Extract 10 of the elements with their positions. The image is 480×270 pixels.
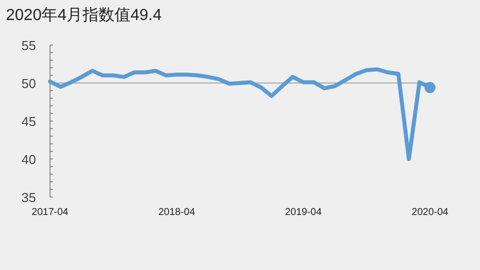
y-tick-label: 50 <box>22 76 36 91</box>
x-tick-label: 2020-04 <box>412 207 449 218</box>
x-tick-label: 2019-04 <box>284 207 322 218</box>
x-tick-label: 2017-04 <box>32 207 69 218</box>
x-tick-label: 2018-04 <box>158 207 196 218</box>
chart-title: 2020年4月指数值49.4 <box>6 6 162 24</box>
y-tick-label: 40 <box>22 152 36 167</box>
y-tick-label: 45 <box>22 114 36 129</box>
y-tick-label: 55 <box>22 38 36 53</box>
y-tick-label: 35 <box>22 190 36 205</box>
